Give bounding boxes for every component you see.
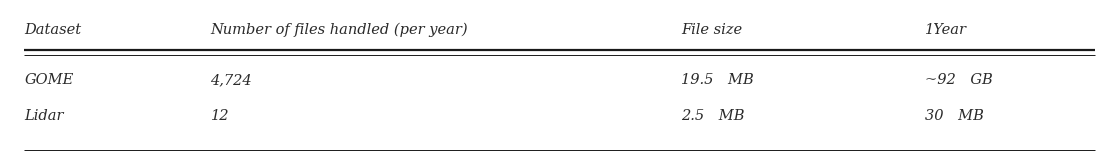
Text: GOME: GOME	[24, 73, 73, 87]
Text: 2.5 MB: 2.5 MB	[681, 109, 745, 123]
Text: 1Year: 1Year	[925, 23, 967, 37]
Text: 30 MB: 30 MB	[925, 109, 984, 123]
Text: File size: File size	[681, 23, 742, 37]
Text: Number of files handled (per year): Number of files handled (per year)	[211, 23, 469, 37]
Text: Lidar: Lidar	[24, 109, 64, 123]
Text: 4,724: 4,724	[211, 73, 253, 87]
Text: ~92 GB: ~92 GB	[925, 73, 993, 87]
Text: 19.5 MB: 19.5 MB	[681, 73, 755, 87]
Text: Dataset: Dataset	[24, 23, 82, 37]
Text: 12: 12	[211, 109, 229, 123]
